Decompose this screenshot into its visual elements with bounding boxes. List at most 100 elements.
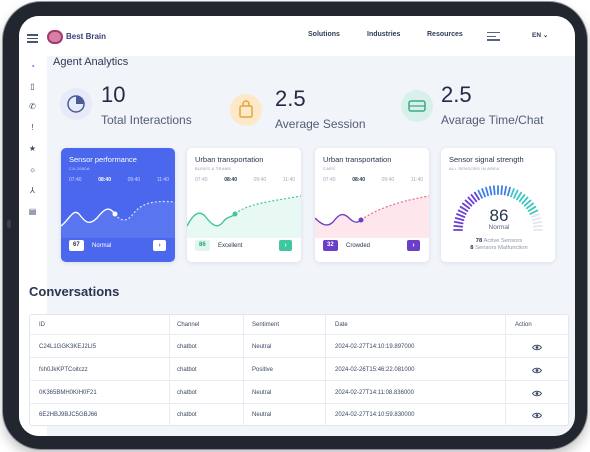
stat-value-time: 2.5 [441,82,472,107]
status-label: Excellent [218,243,243,249]
sun-icon[interactable]: ☼ [28,165,37,174]
card-signal-strength[interactable]: Sensor signal strength ALL SENSORS IN AR… [441,148,555,262]
page-title: Agent Analytics [53,56,129,68]
gauge-tick [507,186,511,197]
gauge-tick [527,205,537,212]
status-label: Normal [92,243,112,249]
cell-date: 2024-02-26T15:46:22.081000 [335,367,415,373]
gauge-tick [454,217,465,221]
chevron-right-icon[interactable]: › [153,240,166,251]
time-label-active: 08:40 [98,177,111,183]
header-divider [29,334,569,335]
stat-label-interactions: Total Interactions [101,113,192,127]
column-divider [169,314,170,426]
view-eye-icon[interactable] [532,412,542,419]
brand-name[interactable]: Best Brain [66,32,107,41]
language-value: EN [532,32,542,39]
time-label: 09:40 [253,177,267,183]
column-header-action: Action [515,322,532,328]
gauge-tick [485,186,489,197]
column-divider [243,314,244,426]
column-header-date: Date [335,322,348,328]
column-divider [325,314,326,426]
cell-date: 2024-02-27T14:11:08.836000 [335,390,414,396]
stat-label-time: Avarage Time/Chat [441,113,544,127]
cell-sentiment: Neutral [252,344,272,350]
cell-sentiment: Neutral [252,412,272,418]
active-sensors-line: 78 Active Sensors [459,238,539,244]
card-subtitle: CARS [323,166,336,171]
drive-icon [408,100,426,112]
gauge-tick [532,225,543,228]
gauge-subtitle: ALL SENSORS IN AREA [449,166,500,171]
gauge-tick [493,185,496,196]
stat-value-interactions: 10 [101,82,126,107]
card-title: Urban transportation [323,155,392,164]
gauge-tick [461,202,471,210]
time-label-active: 08:40 [352,177,365,183]
row-divider [29,357,569,358]
card-urban-cars[interactable]: Urban transportation CARS 07:40 08:40 09… [315,148,429,262]
gauge-tick [473,191,480,201]
tablet-frame: Best Brain Solutions Industries Resource… [3,2,587,449]
time-axis: 07:40 08:40 09:40 11:40 [195,177,295,183]
malfunction-count: 8 [470,245,474,251]
gauge-tick [467,196,475,205]
star-icon[interactable]: ★ [28,144,37,153]
time-label: 09:40 [127,177,141,183]
gauge-tick [530,213,540,218]
stat-circle-session [230,94,262,126]
malfunction-text: Sensors Malfunction [475,245,528,251]
network-icon[interactable]: ⅄ [30,186,35,195]
active-count: 78 [475,238,483,244]
cell-id: 6E2HBJ9BJC5GBJ66 [39,412,98,418]
alert-icon[interactable]: ! [31,123,34,132]
chevron-right-icon[interactable]: › [407,240,420,251]
nav-solutions[interactable]: Solutions [308,31,340,38]
buses-sparkline [187,195,301,238]
cell-channel: chatbot [177,412,197,418]
gauge-tick [489,185,493,196]
rss-icon[interactable]: ◔ [30,62,35,71]
time-label-active: 08:40 [224,177,237,183]
gauge-status: Normal [488,224,510,231]
card-title: Sensor performance [69,155,137,164]
view-eye-icon[interactable] [532,367,542,374]
nav-industries[interactable]: Industries [367,31,401,38]
cell-date: 2024-02-27T14:10:19.897000 [335,344,415,350]
view-eye-icon[interactable] [532,344,542,351]
language-select[interactable]: EN ⌄ [532,31,548,39]
column-header-sentiment: Sentiment [252,322,280,328]
device-icon[interactable]: ▯ [30,82,35,91]
chevron-right-icon[interactable]: › [279,240,292,251]
nav-resources[interactable]: Resources [427,31,463,38]
card-title: Urban transportation [195,155,264,164]
time-label: 11:40 [156,177,169,183]
gauge-tick [464,199,473,207]
gauge-tick [453,225,464,228]
time-label: 07:40 [195,177,208,183]
cell-date: 2024-02-27T14:10:59.830000 [335,412,415,418]
top-bar: Best Brain Solutions Industries Resource… [19,16,575,56]
gauge-tick [518,194,526,203]
column-header-id: ID [39,322,45,328]
gauge-tick [510,188,515,198]
stat-value-session: 2.5 [275,86,306,111]
row-divider [29,380,569,381]
clipboard-icon[interactable]: ▤ [28,207,37,216]
card-urban-buses[interactable]: Urban transportation BUSES & TRAMS 07:40… [187,148,301,262]
brain-logo-icon [47,30,63,44]
phone-icon[interactable]: ✆ [29,102,36,111]
gauge-tick [516,191,523,201]
gauge-tick [531,217,542,221]
cell-id: fsh0JkKPTCoitczz [39,367,88,373]
menu-icon[interactable] [27,34,38,45]
card-sensor-performance[interactable]: Sensor performance CA-2650A 07:40 08:40 … [61,148,175,262]
cell-channel: chatbot [177,390,197,396]
view-eye-icon[interactable] [532,390,542,397]
conversations-table [29,314,569,426]
hamburger-menu-icon[interactable] [487,32,500,43]
pie-chart-icon [67,95,85,113]
gauge-tick [529,209,539,215]
time-axis: 07:40 08:40 09:40 11:40 [69,177,169,183]
